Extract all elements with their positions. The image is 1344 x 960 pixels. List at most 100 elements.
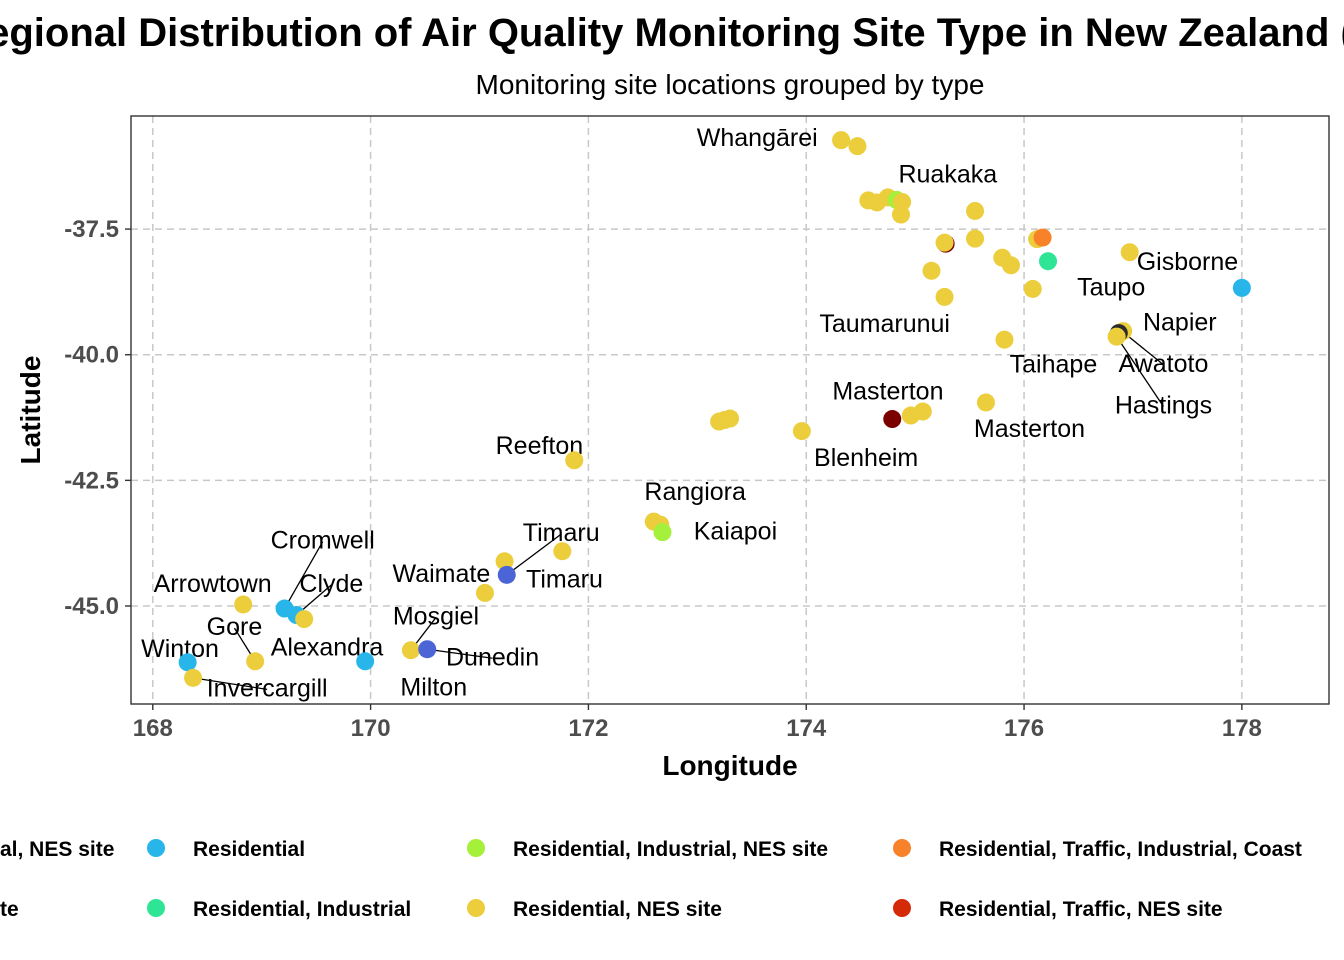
chart-subtitle: Monitoring site locations grouped by typ… — [476, 69, 985, 100]
site-point — [848, 137, 867, 156]
site-label: Invercargill — [207, 674, 328, 702]
site-point — [966, 201, 985, 220]
y-tick-label: -42.5 — [64, 467, 119, 494]
label-leader-line — [506, 533, 562, 576]
site-point — [495, 552, 514, 571]
site-point — [1039, 252, 1058, 271]
x-tick-label: 176 — [1004, 715, 1044, 742]
x-tick-label: 178 — [1222, 715, 1262, 742]
label-leader-line — [192, 677, 268, 691]
site-point — [184, 668, 203, 687]
site-point — [1023, 279, 1042, 298]
legend-key — [147, 899, 165, 917]
site-label: Taupo — [1077, 273, 1145, 301]
site-label: Cromwell — [271, 527, 375, 555]
legend-key — [893, 839, 911, 857]
y-tick-label: -37.5 — [64, 216, 119, 243]
legend-label: Residential, Traffic, Industrial, Coast — [939, 838, 1302, 861]
site-point — [565, 451, 584, 470]
label-leader-line — [1122, 331, 1164, 366]
site-point — [497, 565, 516, 584]
site-point — [792, 422, 811, 441]
chart-title: Regional Distribution of Air Quality Mon… — [0, 11, 1344, 55]
label-leader-line — [427, 648, 493, 659]
y-axis-ticks: -37.5 -40.0 -42.5 -45.0 — [64, 216, 131, 620]
site-point — [922, 261, 941, 280]
data-points — [178, 131, 1251, 687]
site-point — [1001, 256, 1020, 275]
x-tick-label: 174 — [786, 715, 827, 742]
site-point — [883, 410, 902, 429]
site-label: Dunedin — [446, 643, 539, 671]
legend-label: Residential — [193, 838, 305, 861]
site-point — [1107, 327, 1126, 346]
legend-key — [467, 839, 485, 857]
site-point — [1033, 228, 1052, 247]
site-point — [418, 640, 437, 659]
x-tick-label: 170 — [351, 715, 391, 742]
site-point — [891, 205, 910, 224]
site-point — [246, 652, 265, 671]
site-label: Kaiapoi — [694, 518, 777, 546]
legend-label: al, NES site — [0, 838, 114, 861]
site-label: Mosgiel — [393, 603, 479, 631]
site-label: Milton — [400, 673, 467, 701]
site-label: Masterton — [974, 415, 1085, 443]
site-point — [295, 610, 314, 629]
legend-label: Residential, Industrial, NES site — [513, 838, 828, 861]
site-label: Whangārei — [697, 124, 818, 152]
y-tick-label: -45.0 — [64, 593, 119, 620]
x-axis-ticks: 168 170 172 174 176 178 — [133, 704, 1262, 742]
label-leader-line — [1116, 336, 1164, 407]
site-label: Napier — [1143, 309, 1217, 337]
site-point — [966, 229, 985, 248]
legend-key — [893, 899, 911, 917]
legend-label: Residential, NES site — [513, 898, 722, 921]
site-point — [976, 393, 995, 412]
site-label: Arrowtown — [154, 570, 272, 598]
site-point — [1120, 243, 1139, 262]
site-point — [832, 131, 851, 150]
site-point — [475, 583, 494, 602]
x-axis-title: Longitude — [662, 750, 797, 781]
legend: al, NES site Residential Residential, Indu… — [0, 838, 1302, 921]
site-label: Gisborne — [1137, 248, 1238, 276]
site-point — [653, 523, 672, 542]
legend-label: te — [0, 898, 19, 921]
site-label: Gore — [207, 613, 263, 641]
site-label: Rangiora — [644, 478, 746, 506]
site-point — [553, 542, 572, 561]
site-point — [721, 409, 739, 428]
legend-key — [147, 839, 165, 857]
site-label: Masterton — [832, 377, 943, 405]
legend-label: Residential, Industrial — [193, 898, 411, 921]
legend-label: Residential, Traffic, NES site — [939, 898, 1223, 921]
x-tick-label: 172 — [568, 715, 608, 742]
site-label: Waimate — [393, 560, 491, 588]
x-tick-label: 168 — [133, 715, 173, 742]
plot-border — [130, 115, 1330, 705]
site-label: Blenheim — [814, 444, 918, 472]
y-axis-title: Latitude — [15, 356, 46, 465]
site-label: Taihape — [1010, 350, 1098, 378]
site-point — [1232, 278, 1251, 297]
label-leader-line — [283, 541, 324, 609]
site-label: Awatoto — [1119, 350, 1209, 378]
site-label: Clyde — [299, 570, 363, 598]
site-point — [356, 652, 375, 671]
site-point — [913, 402, 932, 421]
site-point — [401, 641, 420, 660]
site-point — [935, 233, 954, 252]
site-label: Hastings — [1115, 391, 1212, 419]
site-label: Taumarunui — [819, 310, 950, 338]
site-label: Ruakaka — [898, 160, 997, 188]
site-point — [935, 287, 954, 306]
site-point — [995, 330, 1014, 349]
site-point — [234, 595, 253, 614]
y-tick-label: -40.0 — [64, 342, 119, 369]
site-point — [178, 653, 197, 672]
legend-key — [467, 899, 485, 917]
site-label: Timaru — [526, 565, 603, 593]
